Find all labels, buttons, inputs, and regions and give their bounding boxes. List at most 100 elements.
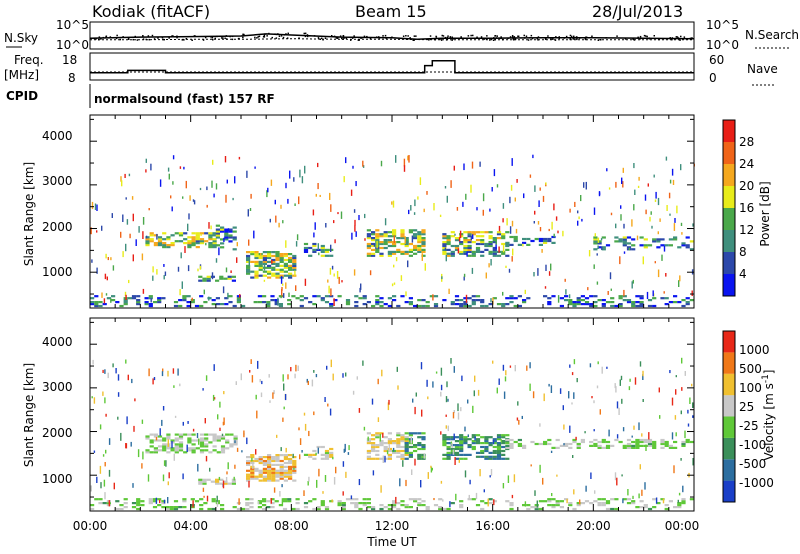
power-colorbar-band — [723, 186, 735, 208]
range-gate-cell — [173, 304, 179, 308]
scatter-echo — [172, 155, 175, 160]
scatter-echo — [669, 213, 671, 216]
range-gate-cell — [421, 438, 426, 441]
scatter-echo — [100, 482, 102, 489]
scatter-echo — [477, 389, 480, 396]
range-gate-cell — [400, 295, 405, 298]
nsky-point — [573, 35, 575, 38]
nsky-scatter — [93, 32, 693, 41]
range-gate-cell — [463, 239, 468, 242]
scatter-echo — [413, 212, 416, 215]
range-gate-cell — [576, 446, 581, 449]
range-gate-cell — [267, 253, 272, 256]
nsky-point — [225, 38, 228, 40]
range-gate-cell — [488, 244, 493, 248]
range-gate-cell — [182, 295, 187, 298]
xtick-1: 04:00 — [173, 519, 208, 533]
range-gate-cell — [216, 451, 221, 454]
scatter-echo — [171, 206, 173, 212]
range-gate-cell — [505, 444, 510, 447]
range-gate-cell — [258, 475, 263, 478]
range-gate-cell — [517, 243, 522, 246]
scatter-echo — [599, 409, 601, 415]
scatter-echo — [159, 179, 162, 187]
range-gate-cell — [303, 242, 309, 246]
scatter-echo — [236, 257, 238, 263]
range-gate-cell — [178, 506, 183, 509]
range-gate-cell — [463, 248, 468, 251]
range-gate-cell — [250, 471, 255, 474]
range-gate-cell — [354, 301, 359, 304]
scatter-echo — [128, 173, 131, 177]
range-gate-cell — [505, 297, 510, 300]
range-gate-cell — [681, 299, 686, 302]
scatter-echo — [639, 361, 642, 367]
nsky-point — [157, 37, 159, 39]
range-gate-cell — [471, 436, 476, 439]
vel-ylabel: Slant Range [km] — [22, 363, 36, 467]
scatter-echo — [607, 291, 609, 295]
range-gate-cell — [267, 475, 272, 478]
range-gate-cell — [215, 303, 220, 306]
nsky-point — [576, 37, 579, 39]
range-gate-cell — [312, 449, 317, 453]
range-gate-cell — [123, 506, 128, 509]
range-gate-cell — [488, 451, 493, 454]
scatter-echo — [317, 447, 319, 454]
range-gate-cell — [471, 498, 476, 501]
range-gate-cell — [379, 457, 384, 460]
scatter-echo — [179, 289, 181, 296]
scatter-echo — [545, 182, 547, 185]
range-gate-cell — [258, 260, 263, 263]
range-gate-cell — [526, 237, 531, 241]
range-gate-cell — [631, 446, 636, 449]
range-gate-cell — [136, 301, 141, 304]
scatter-echo — [633, 163, 635, 169]
range-gate-cell — [366, 432, 371, 435]
range-gate-cell — [547, 438, 552, 442]
scatter-echo — [577, 210, 579, 214]
range-gate-cell — [162, 447, 167, 450]
range-gate-cell — [664, 244, 669, 247]
range-gate-cell — [283, 274, 288, 277]
range-gate-cell — [329, 254, 334, 257]
range-gate-cell — [254, 270, 259, 273]
range-gate-cell — [267, 457, 272, 461]
range-gate-cell — [413, 233, 418, 236]
scatter-echo — [391, 283, 394, 287]
scatter-echo — [299, 169, 301, 178]
range-gate-cell — [551, 241, 556, 244]
scatter-echo — [113, 482, 115, 490]
range-gate-cell — [308, 455, 313, 458]
range-gate-cell — [254, 264, 259, 267]
range-gate-cell — [341, 502, 346, 505]
range-gate-cell — [475, 242, 481, 246]
range-gate-cell — [312, 295, 317, 298]
nsky-point — [181, 39, 184, 41]
scatter-echo — [288, 292, 290, 297]
range-gate-cell — [417, 237, 422, 240]
xtick-2: 08:00 — [274, 519, 309, 533]
range-gate-cell — [212, 246, 217, 249]
scatter-echo — [108, 469, 111, 477]
scatter-echo — [295, 285, 297, 291]
range-gate-cell — [459, 447, 464, 451]
range-gate-cell — [433, 304, 439, 308]
range-gate-cell — [174, 445, 179, 448]
range-gate-cell — [425, 506, 430, 509]
nsky-point — [413, 35, 416, 37]
scatter-echo — [294, 270, 296, 276]
scatter-echo — [581, 218, 583, 222]
range-gate-cell — [442, 436, 447, 439]
scatter-echo — [331, 265, 334, 270]
range-gate-cell — [505, 244, 510, 248]
scatter-echo — [202, 388, 204, 391]
range-gate-cell — [271, 272, 276, 275]
range-gate-cell — [216, 439, 221, 442]
range-gate-cell — [421, 254, 426, 257]
scatter-echo — [223, 391, 225, 395]
range-gate-cell — [475, 248, 481, 251]
range-gate-cell — [262, 274, 267, 277]
nsky-point — [563, 37, 565, 39]
